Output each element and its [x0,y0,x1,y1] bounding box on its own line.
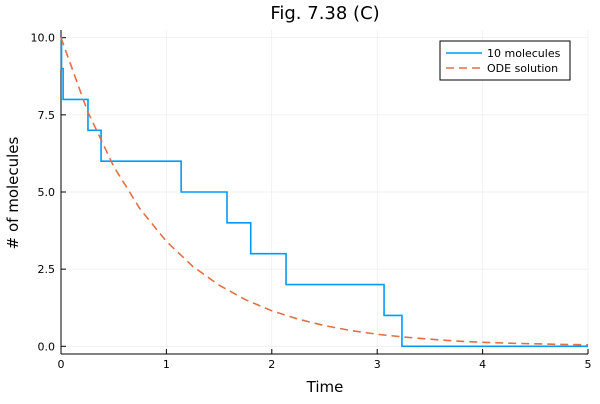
x-tick-label: 3 [374,358,381,371]
x-ticks: 0 1 2 3 4 5 [58,349,592,371]
series-line-ode-solution [60,37,589,346]
y-tick-label: 2.5 [38,263,56,276]
y-tick-label: 0.0 [38,340,56,353]
y-tick-label: 7.5 [38,109,56,122]
y-tick-label: 5.0 [38,186,56,199]
x-tick-label: 4 [479,358,486,371]
x-tick-label: 1 [163,358,170,371]
series-line-10-molecules [60,36,588,348]
x-tick-label: 0 [58,358,65,371]
y-axis-label: # of molecules [4,136,22,249]
y-tick-label: 10.0 [31,32,56,45]
chart-title: Fig. 7.38 (C) [270,3,379,24]
legend: 10 molecules ODE solution [439,40,571,81]
series-layer [60,36,589,348]
grid [60,30,589,354]
legend-label-10-molecules: 10 molecules [487,47,561,60]
x-axis-label: Time [306,378,344,396]
legend-label-ode-solution: ODE solution [487,62,558,75]
x-tick-label: 5 [585,358,592,371]
legend-box [439,40,571,81]
y-ticks: 0.0 2.5 5.0 7.5 10.0 [31,32,66,353]
x-tick-label: 2 [268,358,275,371]
